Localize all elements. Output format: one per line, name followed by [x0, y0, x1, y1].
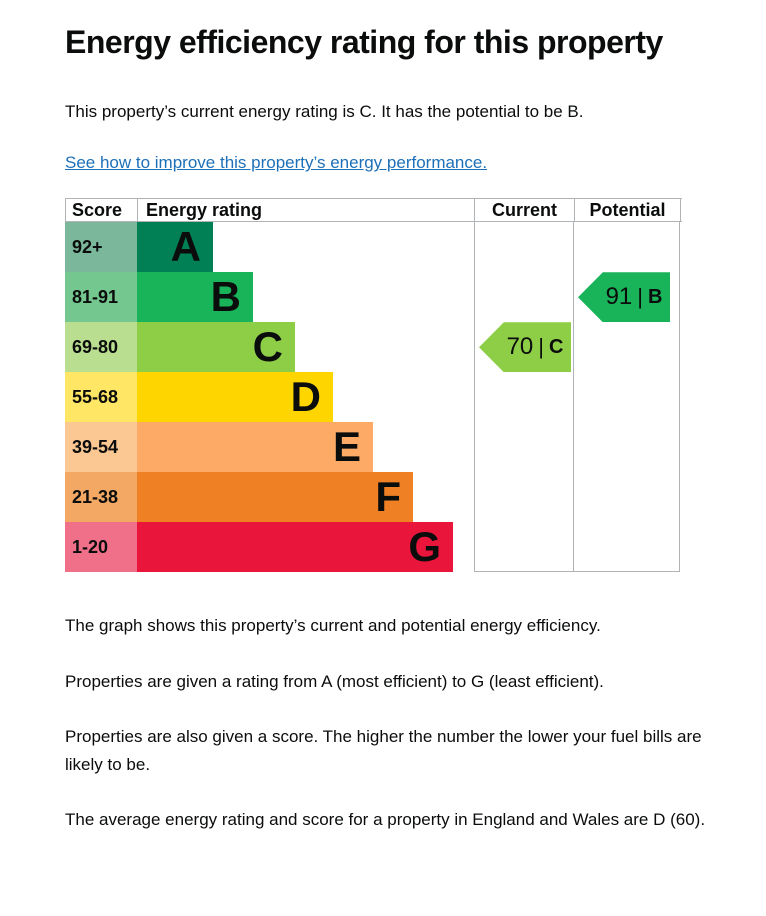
band-bar-a: A [137, 222, 213, 273]
band-letter-a: A [170, 223, 201, 271]
epc-page: Energy efficiency rating for this proper… [65, 24, 746, 830]
page-title: Energy efficiency rating for this proper… [65, 24, 663, 60]
band-letter-e: E [332, 423, 361, 471]
band-row-g: 1-20 G [65, 522, 680, 573]
band-bar-b: B [137, 272, 253, 323]
current-column-header: Current [475, 199, 575, 222]
score-range-e: 39-54 [65, 422, 137, 473]
band-letter-d: D [290, 373, 321, 421]
potential-column-header: Potential [575, 199, 681, 222]
band-row-c: 69-80 C [65, 322, 680, 373]
current-band-letter: C [548, 335, 564, 358]
band-letter-g: G [408, 523, 441, 571]
band-bar-g: G [137, 522, 453, 573]
score-range-b: 81-91 [65, 272, 137, 323]
paragraph-score-explanation: Properties are also given a score. The h… [65, 727, 702, 774]
score-range-f: 21-38 [65, 472, 137, 523]
paragraph-average-rating: The average energy rating and score for … [65, 810, 706, 830]
current-rating-pointer: 70 | C [479, 322, 571, 373]
band-letter-b: B [210, 273, 241, 321]
score-range-c: 69-80 [65, 322, 137, 373]
potential-score-value: 91 [605, 283, 633, 311]
improve-performance-link[interactable]: See how to improve this property’s energ… [65, 153, 488, 173]
potential-band-letter: B [647, 285, 663, 308]
score-range-g: 1-20 [65, 522, 137, 573]
band-row-f: 21-38 F [65, 472, 680, 523]
band-letter-c: C [252, 323, 283, 371]
current-separator: | [538, 334, 544, 360]
chart-header: Score Energy rating Current Potential [65, 198, 682, 223]
band-bar-f: F [137, 472, 413, 523]
potential-separator: | [637, 284, 643, 310]
band-bar-c: C [137, 322, 295, 373]
score-range-d: 55-68 [65, 372, 137, 423]
intro-text: This property’s current energy rating is… [65, 102, 584, 121]
score-column-header: Score [66, 199, 138, 222]
potential-column: 91 | B [574, 222, 680, 573]
energy-rating-column-header: Energy rating [138, 199, 475, 222]
potential-rating-pointer: 91 | B [578, 272, 670, 323]
band-letter-f: F [375, 473, 401, 521]
paragraph-graph-shows: The graph shows this property’s current … [65, 616, 601, 636]
band-bar-d: D [137, 372, 333, 423]
improve-link-row: See how to improve this property’s energ… [65, 153, 746, 173]
band-row-a: 92+ A [65, 222, 680, 273]
band-row-d: 55-68 D [65, 372, 680, 423]
current-score-value: 70 [506, 333, 534, 361]
chart-body: 70 | C 91 | B 92+ A 81-91 B 69-80 C 55-68 D 39-54 E 21… [65, 222, 680, 573]
energy-efficiency-chart: Score Energy rating Current Potential 70… [65, 198, 682, 573]
band-row-b: 81-91 B [65, 272, 680, 323]
score-range-a: 92+ [65, 222, 137, 273]
paragraph-rating-scale: Properties are given a rating from A (mo… [65, 671, 604, 691]
current-column: 70 | C [474, 222, 574, 573]
band-row-e: 39-54 E [65, 422, 680, 473]
band-bar-e: E [137, 422, 373, 473]
